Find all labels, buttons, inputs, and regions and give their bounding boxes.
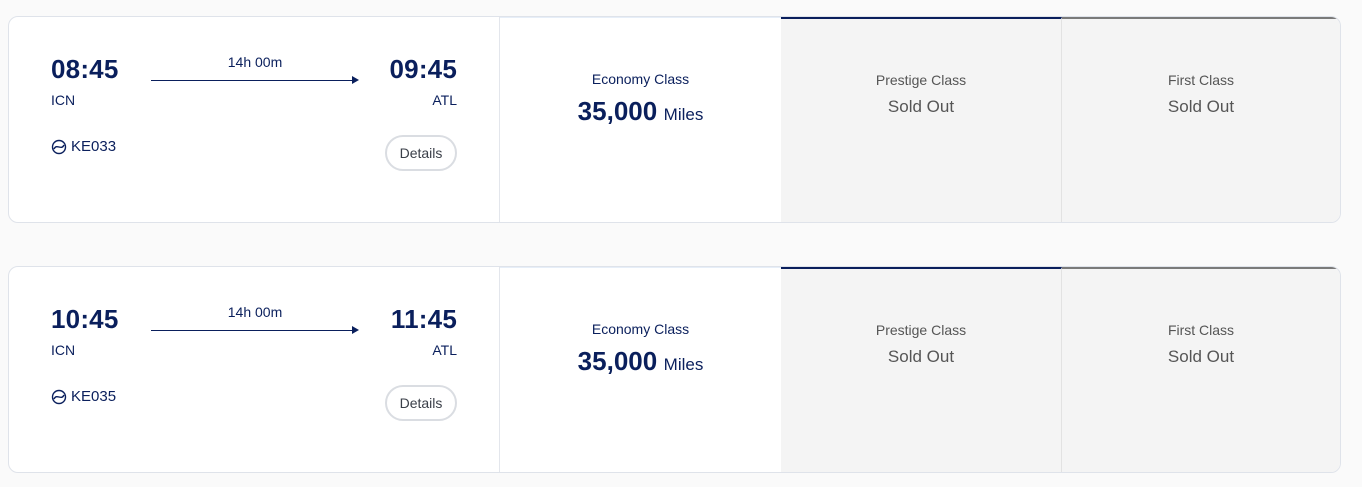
route-line — [151, 80, 355, 81]
route-arrow-icon — [352, 76, 359, 84]
fare-price-unit: Miles — [663, 355, 704, 374]
flight-info: 08:45 ICN 14h 00m 09:45 ATL KE033 Detail… — [9, 17, 500, 222]
route-arrow-icon — [352, 326, 359, 334]
fare-price: 35,000 Miles — [500, 346, 781, 377]
fare-first: First Class Sold Out — [1062, 17, 1340, 222]
fare-status: Sold Out — [887, 347, 955, 366]
fare-prestige: Prestige Class Sold Out — [781, 267, 1062, 472]
fare-price-unit: Miles — [663, 105, 704, 124]
fare-class-label: Prestige Class — [875, 72, 967, 88]
flight-card: 10:45 ICN 14h 00m 11:45 ATL KE035 Detail… — [8, 266, 1341, 473]
fare-price-value: 35,000 — [577, 346, 658, 376]
flight-info: 10:45 ICN 14h 00m 11:45 ATL KE035 Detail… — [9, 267, 500, 472]
fare-class-label: Prestige Class — [875, 322, 967, 338]
departure-time: 08:45 — [51, 54, 119, 84]
fare-status: Sold Out — [1167, 347, 1235, 366]
arrival-airport: ATL — [432, 342, 457, 358]
departure-time: 10:45 — [51, 304, 119, 334]
flight-number-label: KE035 — [71, 388, 117, 405]
fare-economy[interactable]: Economy Class 35,000 Miles — [500, 17, 781, 222]
flight-number: KE035 — [51, 388, 116, 405]
flight-card: 08:45 ICN 14h 00m 09:45 ATL KE033 Detail… — [8, 16, 1341, 223]
departure-airport: ICN — [51, 92, 76, 108]
fare-class-label: Economy Class — [591, 321, 690, 337]
details-button[interactable]: Details — [385, 385, 457, 421]
fare-price-value: 35,000 — [577, 96, 658, 126]
fare-class-label: Economy Class — [591, 71, 690, 87]
fare-first: First Class Sold Out — [1062, 267, 1340, 472]
flight-number-label: KE033 — [71, 138, 117, 155]
fare-class-label: First Class — [1167, 72, 1235, 88]
airline-logo-icon — [51, 389, 67, 404]
fare-prestige: Prestige Class Sold Out — [781, 17, 1062, 222]
fare-economy[interactable]: Economy Class 35,000 Miles — [500, 267, 781, 472]
arrival-time: 09:45 — [389, 54, 457, 84]
arrival-time: 11:45 — [390, 304, 457, 334]
fare-status: Sold Out — [887, 97, 955, 116]
fare-price: 35,000 Miles — [500, 96, 781, 127]
details-button[interactable]: Details — [385, 135, 457, 171]
fare-status: Sold Out — [1167, 97, 1235, 116]
arrival-airport: ATL — [432, 92, 457, 108]
flight-duration: 14h 00m — [227, 54, 283, 70]
airline-logo-icon — [51, 139, 67, 154]
flight-duration: 14h 00m — [227, 304, 283, 320]
departure-airport: ICN — [51, 342, 76, 358]
fare-class-label: First Class — [1167, 322, 1235, 338]
route-line — [151, 330, 355, 331]
flight-number: KE033 — [51, 138, 116, 155]
